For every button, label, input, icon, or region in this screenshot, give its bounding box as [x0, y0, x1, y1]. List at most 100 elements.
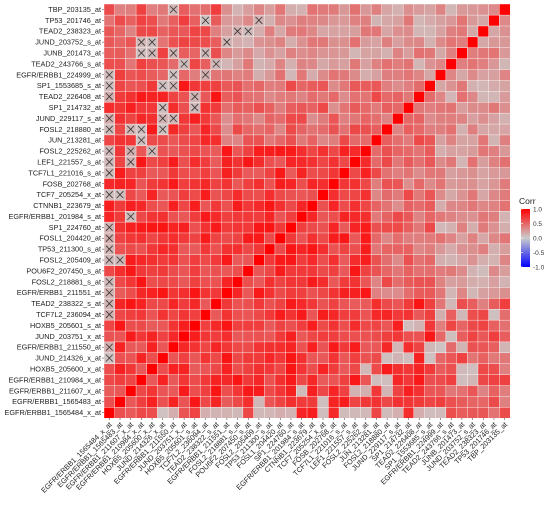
heatmap-cell: [199, 330, 212, 343]
heatmap-cell: [221, 385, 233, 397]
heatmap-cell: [338, 58, 351, 70]
heatmap-cell: [103, 47, 116, 59]
heatmap-cell: [114, 287, 126, 299]
heatmap-cell: [392, 221, 404, 234]
heatmap-cell: [199, 25, 212, 38]
heatmap-cell: [317, 276, 329, 288]
heatmap-cell: [413, 406, 425, 419]
heatmap-cell: [413, 330, 425, 343]
heatmap-cell: [370, 385, 383, 397]
heatmap-cell: [167, 232, 180, 245]
y-tick-label: FOSB_202768_at: [43, 179, 101, 188]
heatmap-cell: [274, 265, 287, 277]
heatmap-cell: [370, 352, 383, 364]
heatmap-cell: [242, 308, 254, 321]
heatmap-cell: [264, 112, 276, 125]
heatmap-cell: [392, 123, 404, 136]
heatmap-cell: [435, 374, 447, 386]
heatmap-cell: [253, 330, 265, 343]
heatmap-cell: [360, 199, 372, 212]
heatmap-cell: [435, 330, 447, 343]
heatmap-cell: [114, 156, 126, 168]
heatmap-cell: [210, 276, 222, 288]
heatmap-cell: [349, 47, 361, 59]
heatmap-cell: [253, 178, 265, 190]
heatmap-cell: [114, 374, 126, 386]
heatmap-cell: [477, 14, 490, 27]
heatmap-cell: [242, 47, 254, 59]
heatmap-cell: [424, 80, 436, 92]
heatmap-cell: [232, 80, 244, 92]
heatmap-cell: [424, 101, 436, 114]
heatmap-cell: [199, 396, 212, 408]
heatmap-cell: [157, 221, 169, 234]
heatmap-cell: [157, 406, 169, 419]
heatmap-cell: [392, 352, 404, 364]
insignificant-x-mark: [127, 147, 135, 155]
heatmap-cell: [435, 69, 447, 81]
heatmap-cell: [349, 167, 361, 179]
heatmap-cell: [349, 243, 361, 255]
heatmap-cell: [296, 47, 308, 59]
heatmap-cell: [360, 210, 372, 223]
heatmap-cell: [199, 210, 212, 223]
heatmap-cell: [328, 199, 340, 212]
heatmap-cell: [402, 58, 415, 70]
heatmap-cell: [392, 287, 404, 299]
heatmap-cell: [210, 36, 222, 48]
heatmap-cell: [413, 297, 425, 310]
heatmap-cell: [146, 363, 158, 375]
heatmap-cell: [370, 58, 383, 70]
heatmap-cell: [274, 58, 287, 70]
legend-tick-label: 0.0: [533, 236, 542, 243]
heatmap-cell: [178, 189, 190, 201]
heatmap-cell: [381, 363, 393, 375]
heatmap-cell: [114, 36, 126, 48]
heatmap-cell: [135, 341, 148, 354]
heatmap-cell: [445, 287, 457, 299]
heatmap-cell: [253, 319, 265, 332]
heatmap-cell: [370, 319, 383, 332]
heatmap-cell: [167, 199, 180, 212]
heatmap-cell: [285, 308, 297, 321]
heatmap-cell: [402, 276, 415, 288]
y-tick-label: EGFR/ERBB1_211551_at: [17, 288, 101, 297]
heatmap-cell: [499, 112, 511, 125]
heatmap-cell: [477, 287, 490, 299]
heatmap-cell: [253, 363, 265, 375]
heatmap-cell: [178, 178, 190, 190]
heatmap-cell: [402, 287, 415, 299]
heatmap-cell: [103, 14, 116, 27]
heatmap-cell: [499, 254, 511, 266]
heatmap-cell: [274, 145, 287, 157]
heatmap-cell: [114, 25, 126, 38]
heatmap-cell: [370, 167, 383, 179]
insignificant-x-mark: [105, 354, 113, 362]
heatmap-cell: [456, 396, 468, 408]
heatmap-cell: [125, 406, 137, 419]
heatmap-cell: [242, 374, 254, 386]
heatmap-cell: [242, 145, 254, 157]
heatmap-cell: [338, 221, 351, 234]
heatmap-cell: [157, 69, 169, 81]
heatmap-cell: [135, 265, 148, 277]
heatmap-cell: [103, 36, 116, 48]
heatmap-cell: [157, 156, 169, 168]
insignificant-x-mark: [191, 92, 199, 101]
heatmap-cell: [445, 134, 457, 147]
heatmap-cell: [232, 330, 244, 343]
heatmap-cell: [424, 352, 436, 364]
heatmap-cell: [167, 101, 180, 114]
heatmap-cell: [445, 232, 457, 245]
heatmap-cell: [338, 134, 351, 147]
heatmap-cell: [296, 123, 308, 136]
heatmap-cell: [210, 25, 222, 38]
heatmap-cell: [146, 69, 158, 81]
heatmap-cell: [221, 352, 233, 364]
heatmap-cell: [402, 297, 415, 310]
heatmap-cell: [456, 134, 468, 147]
heatmap-cell: [146, 167, 158, 179]
heatmap-cell: [424, 232, 436, 245]
heatmap-cell: [360, 374, 372, 386]
